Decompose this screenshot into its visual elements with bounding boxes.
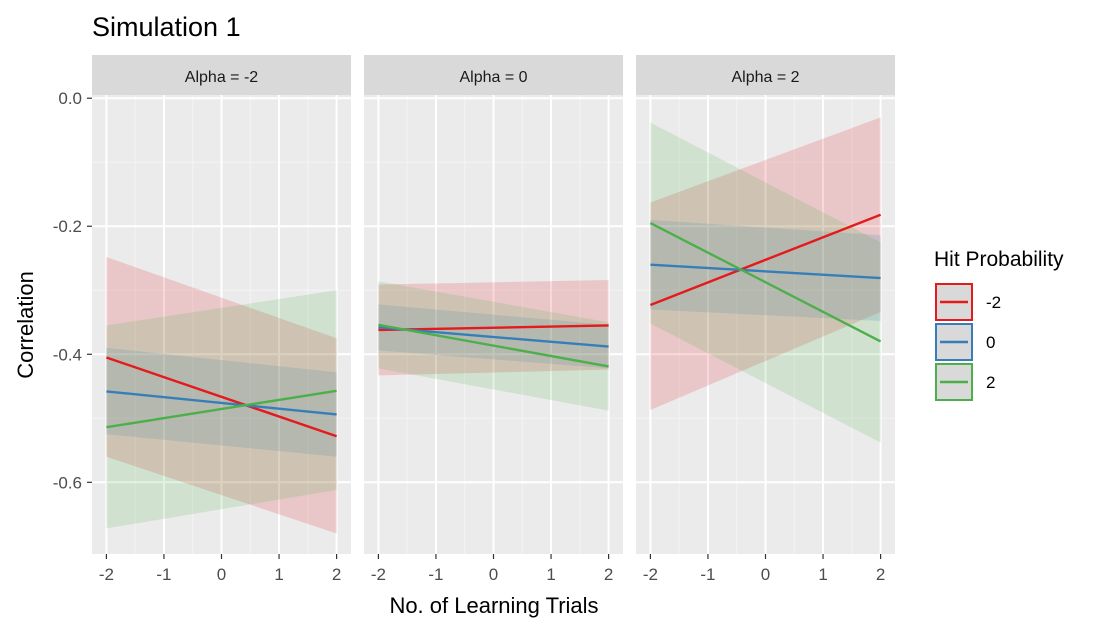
- series--2-line: [106, 356, 337, 438]
- x-tick-label: 2: [876, 565, 885, 584]
- legend-label: 0: [986, 333, 995, 352]
- series-2-line: [649, 221, 882, 343]
- legend-item: -2: [935, 283, 1001, 321]
- x-tick-label: -2: [371, 565, 386, 584]
- x-tick-label: -2: [99, 565, 114, 584]
- x-axis-title: No. of Learning Trials: [389, 593, 598, 618]
- facet-strip-label: Alpha = -2: [185, 69, 258, 86]
- series-0-line: [106, 390, 337, 416]
- legend-title: Hit Probability: [934, 248, 1064, 271]
- x-tick-label: -2: [643, 565, 658, 584]
- y-axis-title: Correlation: [13, 271, 38, 379]
- y-tick-label: -0.4: [53, 345, 82, 364]
- x-tick-label: -1: [428, 565, 443, 584]
- x-tick-label: 0: [217, 565, 226, 584]
- x-tick-label: 2: [332, 565, 341, 584]
- legend-item: 2: [935, 363, 995, 401]
- facet-panel: Alpha = 2 -2 -1 0 1 2: [636, 55, 895, 584]
- series--2-ribbon: [106, 256, 337, 534]
- series--2-line: [378, 324, 609, 332]
- y-tick-label: -0.6: [53, 473, 82, 492]
- x-tick-label: -1: [156, 565, 171, 584]
- chart-title: Simulation 1: [92, 12, 241, 42]
- legend-label: -2: [986, 293, 1001, 312]
- series--2-line: [649, 213, 882, 307]
- x-tick-label: 1: [818, 565, 827, 584]
- series-2-line: [378, 323, 609, 368]
- x-tick-label: -1: [700, 565, 715, 584]
- x-tick-label: 0: [761, 565, 770, 584]
- x-tick-label: 1: [274, 565, 283, 584]
- y-tick-label: -0.2: [53, 217, 82, 236]
- series-2-line: [106, 389, 337, 429]
- facet-strip-label: Alpha = 2: [731, 69, 799, 86]
- legend-item: 0: [935, 323, 995, 361]
- x-tick-label: 1: [546, 565, 555, 584]
- facet-strip: [92, 55, 351, 95]
- facet-strip: [636, 55, 895, 95]
- facet-strip: [364, 55, 623, 95]
- facet-panel: Alpha = 0 -2 -1 0 1 2: [364, 55, 623, 584]
- x-tick-label: 2: [604, 565, 613, 584]
- series-0-line: [650, 263, 881, 280]
- legend: Hit Probability -2 0 2: [934, 248, 1064, 401]
- facet-panel: Alpha = -2 -2 -1 0 1 2: [92, 55, 351, 584]
- legend-label: 2: [986, 373, 995, 392]
- y-axis: 0.0 -0.2 -0.4 -0.6: [53, 89, 92, 492]
- y-tick-label: 0.0: [58, 89, 82, 108]
- series--2-ribbon: [650, 117, 881, 410]
- facet-strip-label: Alpha = 0: [459, 69, 527, 86]
- x-tick-label: 0: [489, 565, 498, 584]
